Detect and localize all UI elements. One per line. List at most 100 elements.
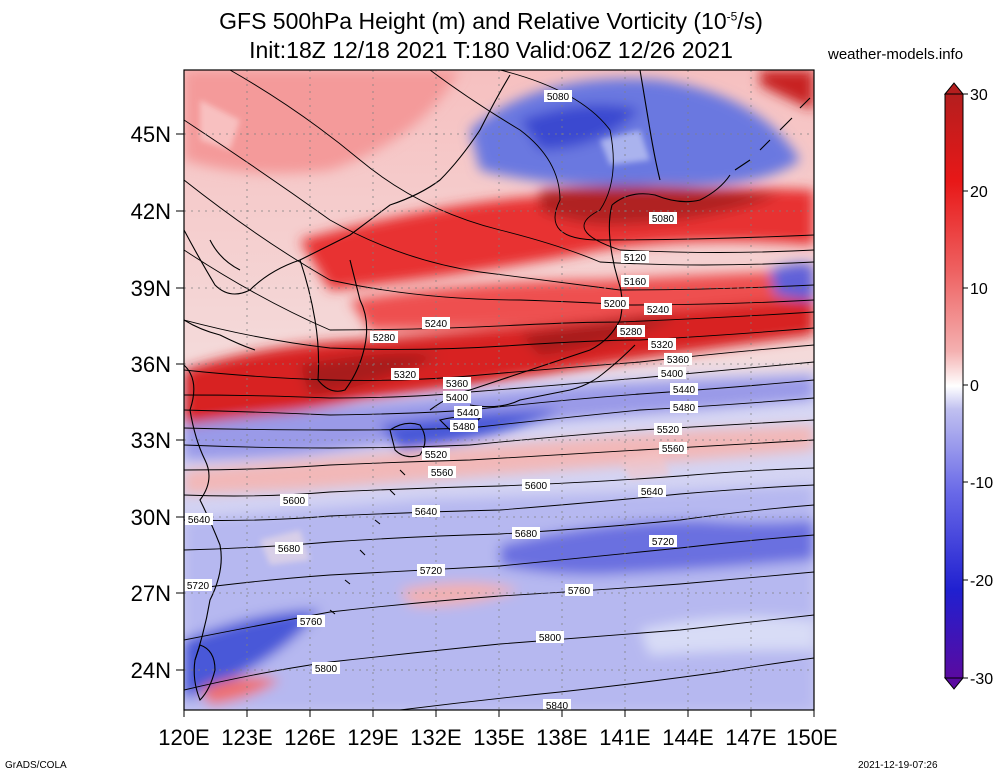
contour-label: 5080 — [544, 90, 572, 103]
svg-text:5360: 5360 — [446, 379, 469, 390]
lat-label: 42N — [131, 199, 171, 224]
svg-text:5440: 5440 — [457, 408, 480, 419]
footer-timestamp: 2021-12-19-07:26 — [858, 760, 938, 771]
lon-label: 135E — [473, 725, 524, 750]
height-contours — [184, 70, 814, 710]
contour-label: 5720 — [649, 535, 677, 548]
lat-label: 30N — [131, 505, 171, 530]
contour-label: 5320 — [648, 338, 676, 351]
lon-label: 144E — [662, 725, 713, 750]
svg-text:5720: 5720 — [652, 537, 675, 548]
colorbar-label: 20 — [970, 184, 988, 201]
contour-label: 5240 — [644, 303, 672, 316]
svg-text:5680: 5680 — [515, 529, 538, 540]
svg-text:5240: 5240 — [647, 305, 670, 316]
lat-label: 39N — [131, 276, 171, 301]
svg-text:5720: 5720 — [187, 581, 210, 592]
lon-label: 138E — [536, 725, 587, 750]
contour-label: 5520 — [422, 448, 450, 461]
colorbar: 30 20 10 0 -10 -20 -30 — [943, 82, 993, 690]
contour-label: 5320 — [391, 368, 419, 381]
contour-label: 5240 — [422, 317, 450, 330]
lon-label: 126E — [284, 725, 335, 750]
svg-text:5760: 5760 — [300, 617, 323, 628]
contour-label: 5080 — [649, 212, 677, 225]
footer-credit: GrADS/COLA — [5, 760, 67, 771]
svg-text:5480: 5480 — [453, 422, 476, 433]
contour-label: 5680 — [275, 542, 303, 555]
lat-label: 33N — [131, 428, 171, 453]
contour-label: 5200 — [601, 297, 629, 310]
svg-text:5400: 5400 — [661, 369, 684, 380]
contour-label: 5560 — [428, 466, 456, 479]
lat-label: 36N — [131, 352, 171, 377]
lon-label: 141E — [599, 725, 650, 750]
contour-label: 5600 — [280, 494, 308, 507]
lon-label: 120E — [158, 725, 209, 750]
lat-label: 24N — [131, 658, 171, 683]
contour-label: 5360 — [664, 353, 692, 366]
lat-label: 27N — [131, 581, 171, 606]
colorbar-label: -30 — [970, 671, 993, 688]
svg-text:5560: 5560 — [431, 468, 454, 479]
contour-label: 5120 — [621, 251, 649, 264]
colorbar-label: -10 — [970, 475, 993, 492]
svg-text:5680: 5680 — [278, 544, 301, 555]
svg-text:5320: 5320 — [394, 370, 417, 381]
lon-label: 129E — [347, 725, 398, 750]
svg-text:5760: 5760 — [568, 586, 591, 597]
colorbar-top-arrow — [943, 82, 965, 95]
contour-label: 5760 — [565, 584, 593, 597]
svg-text:5440: 5440 — [673, 385, 696, 396]
contour-label: 5560 — [659, 442, 687, 455]
svg-text:5480: 5480 — [673, 403, 696, 414]
svg-text:5720: 5720 — [420, 566, 443, 577]
svg-text:5600: 5600 — [525, 481, 548, 492]
svg-text:5640: 5640 — [188, 515, 211, 526]
contour-label: 5840 — [543, 699, 571, 712]
svg-text:5280: 5280 — [620, 327, 643, 338]
svg-text:5520: 5520 — [657, 425, 680, 436]
svg-text:5080: 5080 — [547, 92, 570, 103]
contour-label: 5640 — [185, 513, 213, 526]
contour-label: 5800 — [312, 662, 340, 675]
contour-labels: 5280 5320 5240 5360 5400 5440 5480 5080 … — [184, 90, 698, 712]
colorbar-label: 30 — [970, 87, 988, 104]
contour-label: 5680 — [512, 527, 540, 540]
contour-label: 5600 — [522, 479, 550, 492]
svg-text:5320: 5320 — [651, 340, 674, 351]
svg-text:5400: 5400 — [446, 393, 469, 404]
graticule — [184, 70, 814, 710]
svg-text:5160: 5160 — [624, 277, 647, 288]
colorbar-label: 0 — [970, 378, 979, 395]
svg-text:5080: 5080 — [652, 214, 675, 225]
contour-label: 5800 — [536, 631, 564, 644]
contour-label: 5280 — [617, 325, 645, 338]
contour-label: 5480 — [670, 401, 698, 414]
svg-text:5560: 5560 — [662, 444, 685, 455]
lon-axis — [183, 710, 815, 717]
contour-label: 5440 — [454, 406, 482, 419]
contour-label: 5640 — [638, 485, 666, 498]
colorbar-bottom-arrow — [943, 677, 965, 690]
lon-label: 123E — [221, 725, 272, 750]
colorbar-label: -20 — [970, 573, 993, 590]
contour-label: 5160 — [621, 275, 649, 288]
svg-text:5280: 5280 — [373, 333, 396, 344]
svg-text:5360: 5360 — [667, 355, 690, 366]
contour-label: 5720 — [184, 579, 212, 592]
svg-text:5200: 5200 — [604, 299, 627, 310]
svg-text:5240: 5240 — [425, 319, 448, 330]
contour-label: 5760 — [297, 615, 325, 628]
contour-label: 5400 — [443, 391, 471, 404]
colorbar-label: 10 — [970, 281, 988, 298]
lon-labels: 120E 123E 126E 129E 132E 135E 138E 141E … — [158, 725, 837, 750]
contour-label: 5280 — [370, 331, 398, 344]
contour-label: 5520 — [654, 423, 682, 436]
contour-label: 5400 — [658, 367, 686, 380]
lon-label: 150E — [786, 725, 837, 750]
contour-label: 5640 — [412, 505, 440, 518]
lat-label: 45N — [131, 122, 171, 147]
svg-text:5520: 5520 — [425, 450, 448, 461]
